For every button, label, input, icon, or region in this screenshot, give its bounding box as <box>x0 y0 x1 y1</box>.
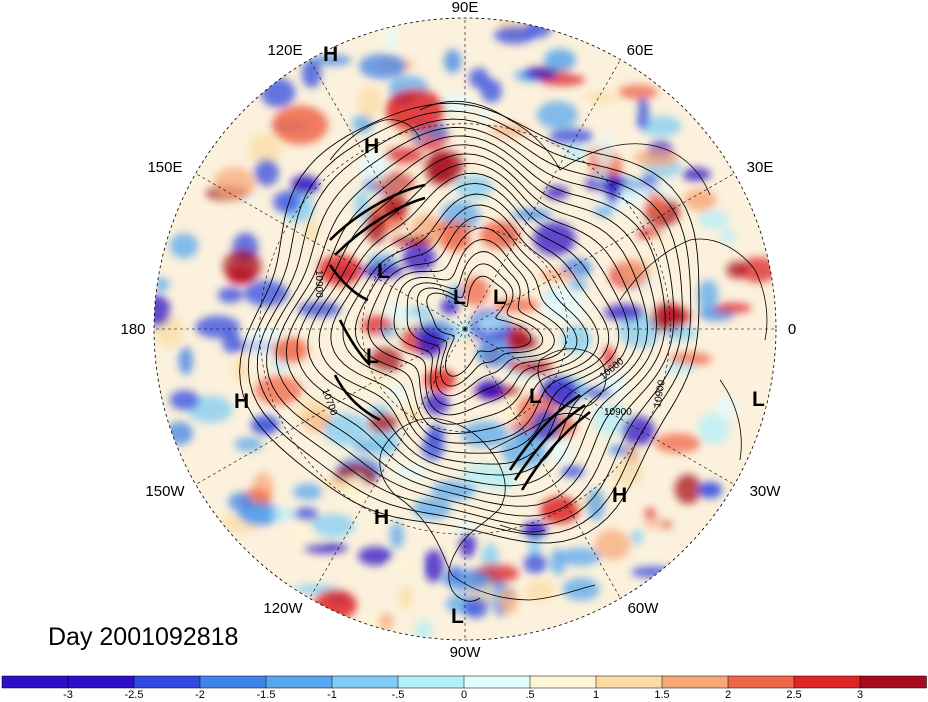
low-marker: L <box>453 286 466 309</box>
high-marker: H <box>234 390 249 413</box>
colorbar-swatch <box>595 675 663 689</box>
colorbar-tick-label: 1.5 <box>654 689 669 701</box>
high-marker: H <box>323 43 338 66</box>
low-marker: L <box>493 286 506 309</box>
graticule <box>154 18 776 640</box>
colorbar-swatch <box>1 675 69 689</box>
colorbar-swatch <box>199 675 267 689</box>
lon-label-30e: 30E <box>747 159 774 176</box>
low-marker: L <box>529 385 542 408</box>
low-marker: L <box>451 605 464 628</box>
lon-label-0: 0 <box>788 321 796 338</box>
contour-label: 10900 <box>652 379 668 409</box>
colorbar-tick-label: 1 <box>593 689 599 701</box>
colorbar-tick-label: -.5 <box>392 689 405 701</box>
pressure-centers: H H L L L L L L H H H L <box>234 43 765 628</box>
longitude-labels: 90E 60E 30E 0 30W 60W 90W 120W 150W 180 … <box>120 0 796 661</box>
height-contours <box>239 102 700 544</box>
lon-label-30w: 30W <box>750 483 782 500</box>
colorbar-swatch <box>661 675 729 689</box>
lon-label-180: 180 <box>120 321 145 338</box>
low-marker: L <box>366 345 379 368</box>
colorbar-swatch <box>727 675 795 689</box>
high-marker: H <box>364 135 379 158</box>
colorbar: -3 -2.5 -2 -1.5 -1 -.5 0 .5 1 1.5 2 2.5 3 <box>1 675 927 701</box>
lon-label-60w: 60W <box>628 600 660 617</box>
colorbar-swatch <box>133 675 201 689</box>
high-marker: H <box>374 506 389 529</box>
colorbar-swatch <box>67 675 135 689</box>
colorbar-tick-label: .5 <box>525 689 534 701</box>
day-label: Day 2001092818 <box>48 623 238 651</box>
colorbar-swatch <box>265 675 333 689</box>
colorbar-tick-label: 2.5 <box>786 689 801 701</box>
low-marker: L <box>752 388 765 411</box>
lon-label-90w: 90W <box>450 644 482 661</box>
lon-label-150w: 150W <box>145 483 185 500</box>
colorbar-tick-label: 3 <box>857 689 863 701</box>
colorbar-tick-label: -3 <box>63 689 73 701</box>
colorbar-swatch <box>397 675 465 689</box>
lon-label-150e: 150E <box>147 159 182 176</box>
jet-contours <box>328 183 591 491</box>
colorbar-swatch <box>529 675 597 689</box>
contour-label: 10900 <box>313 270 324 298</box>
colorbar-swatch <box>793 675 861 689</box>
colorbar-tick-label: -1 <box>327 689 337 701</box>
high-marker: H <box>612 484 627 507</box>
colorbar-tick-label: 2 <box>725 689 731 701</box>
lon-label-120e: 120E <box>267 42 302 59</box>
colorbar-tick-label: -2 <box>195 689 205 701</box>
contour-label: 10900 <box>604 407 632 418</box>
map-border <box>153 17 777 641</box>
colorbar-swatch <box>331 675 399 689</box>
anomaly-field <box>154 18 776 640</box>
colorbar-tick-label: -1.5 <box>257 689 276 701</box>
colorbar-swatch <box>859 675 927 689</box>
colorbar-tick-label: -2.5 <box>125 689 144 701</box>
lon-label-90e: 90E <box>452 0 479 16</box>
lon-label-120w: 120W <box>263 600 303 617</box>
low-marker: L <box>377 260 390 283</box>
colorbar-tick-label: 0 <box>461 689 467 701</box>
lon-label-60e: 60E <box>627 42 654 59</box>
colorbar-swatch <box>463 675 531 689</box>
